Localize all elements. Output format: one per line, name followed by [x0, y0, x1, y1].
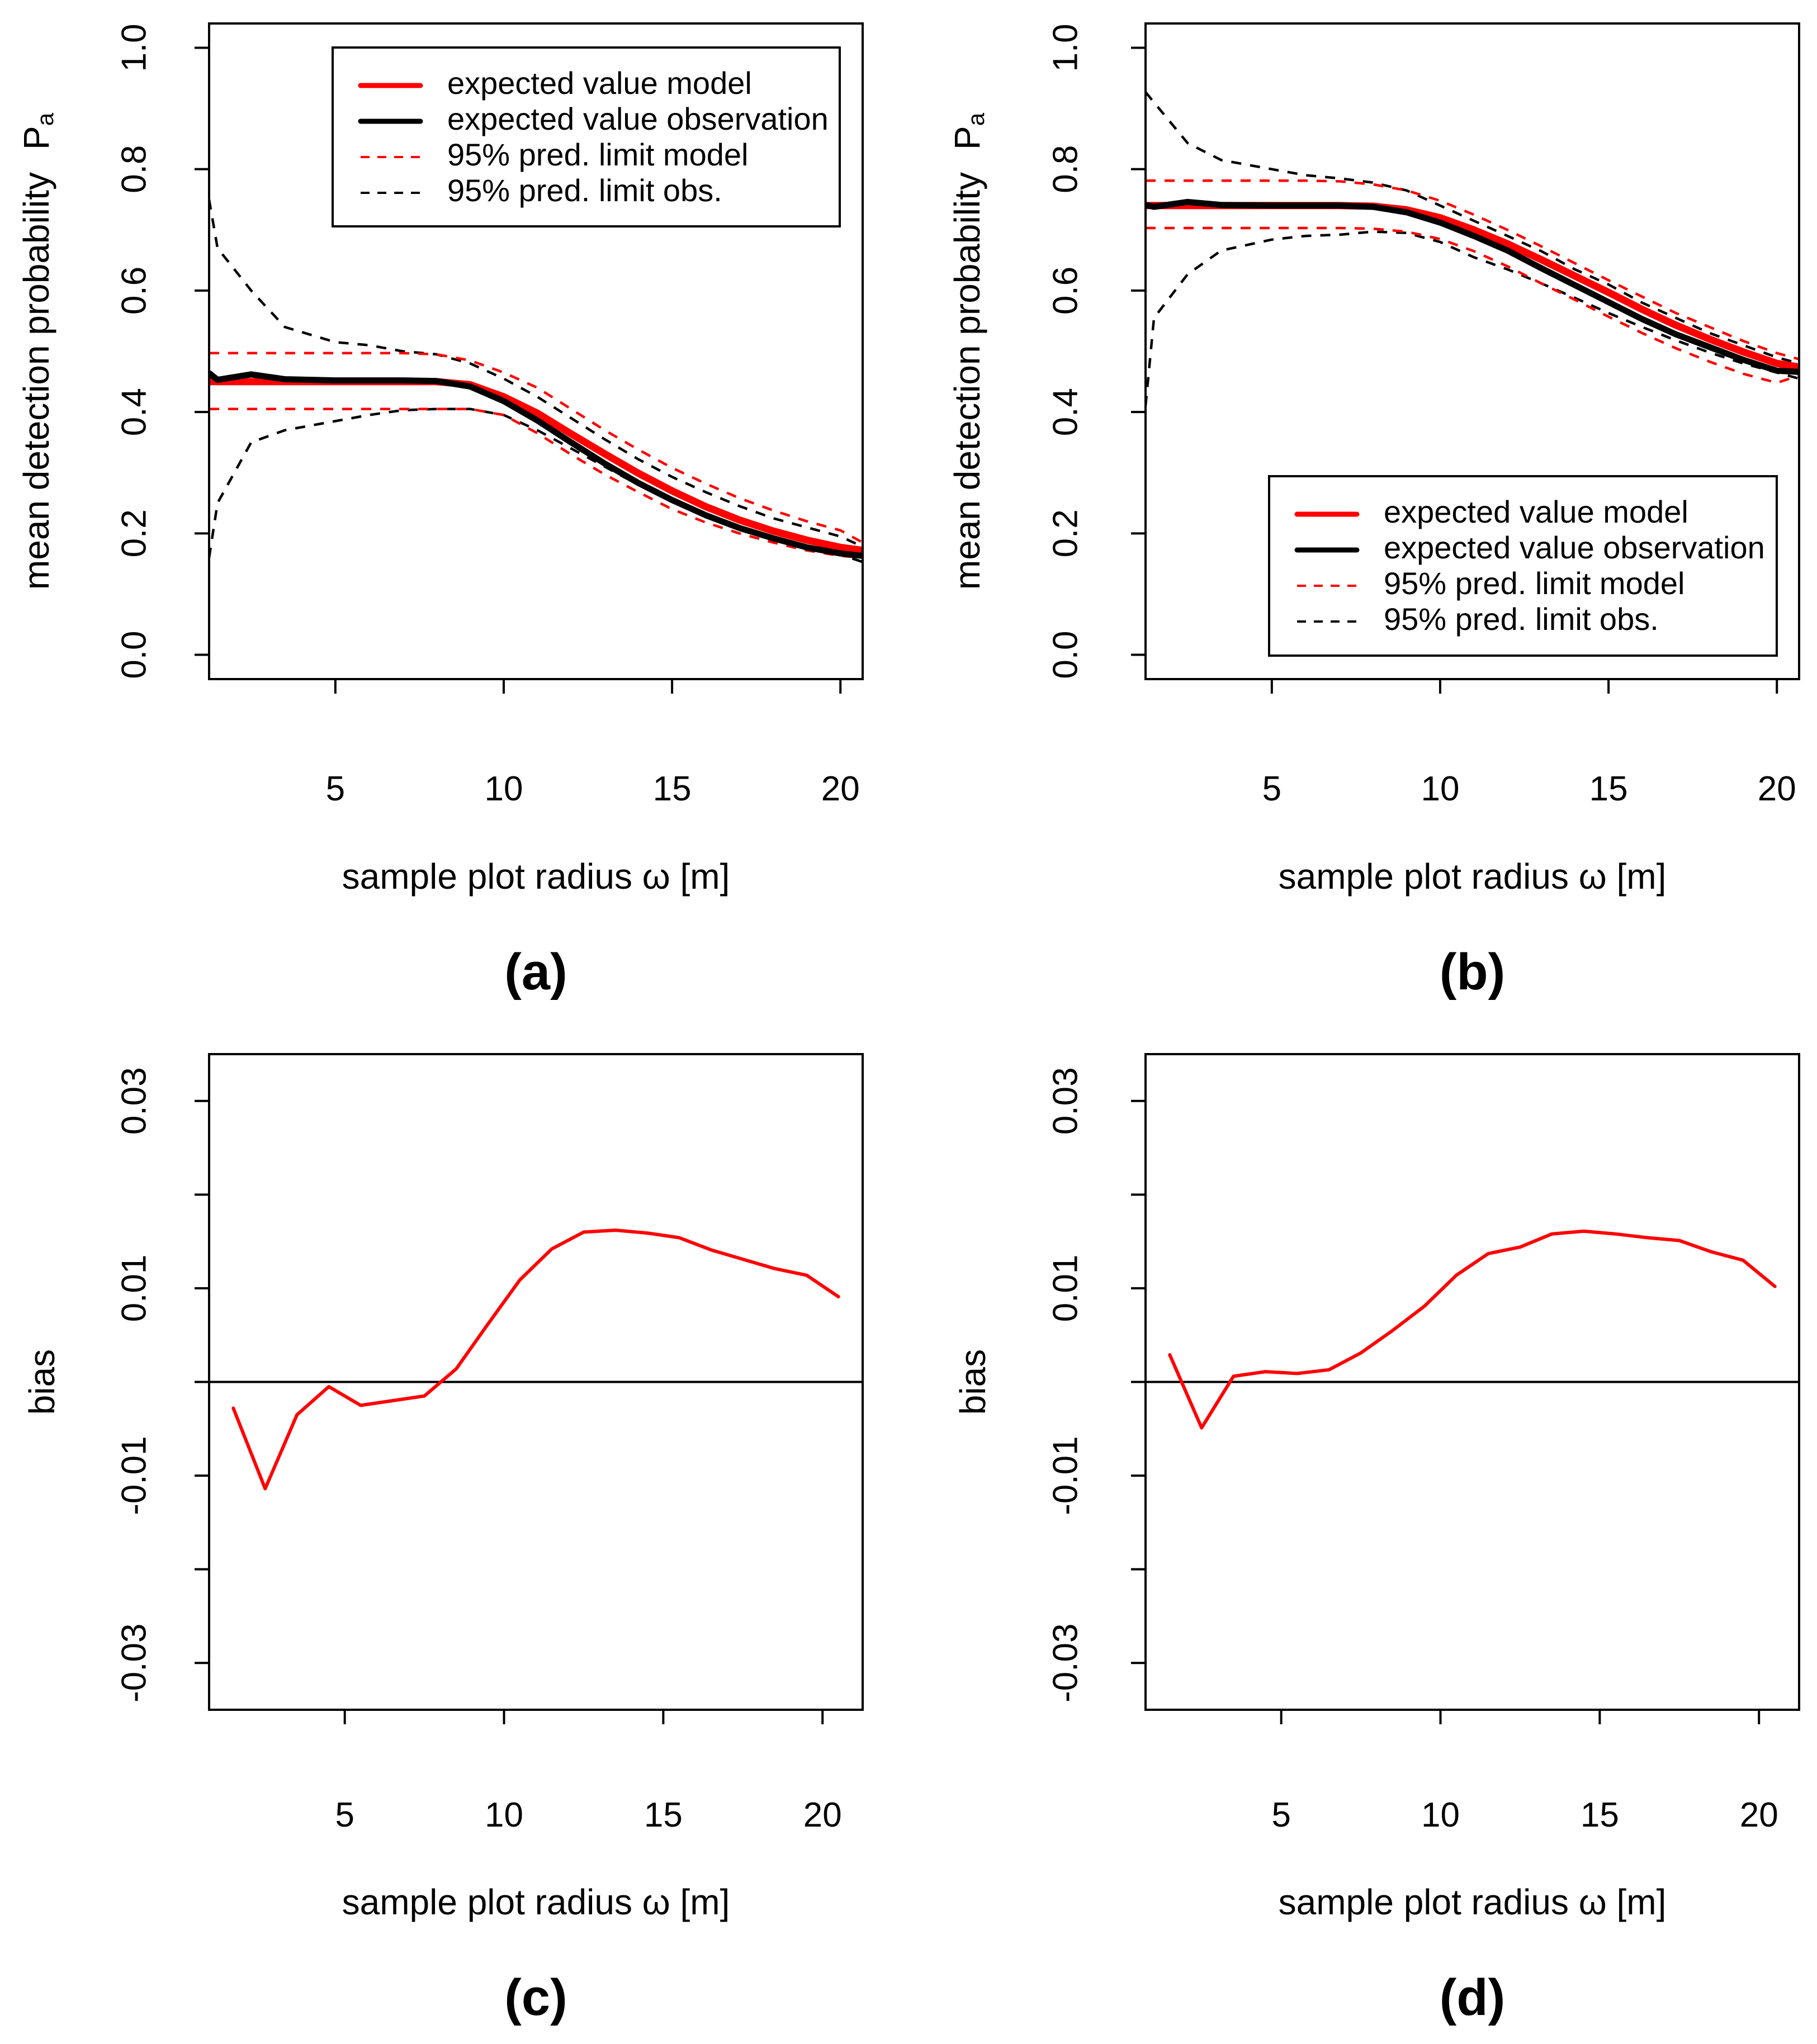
y-tick-label: -0.03 [1046, 1624, 1085, 1702]
series-line-bias [1168, 1229, 1777, 1430]
x-tick-label: 20 [1740, 1796, 1778, 1834]
x-tick-label: 10 [485, 1796, 523, 1834]
legend-label: expected value model [1384, 494, 1688, 529]
y-axis-label: mean detection probability Pa [947, 112, 989, 590]
legend-label: 95% pred. limit obs. [1384, 601, 1659, 637]
y-axis-label-text: mean detection probability [947, 172, 987, 590]
panel-a: 5 10 15 20 0.0 0.2 0.4 0.6 0.8 1.0 sample plot rad… [16, 22, 864, 1000]
y-axis-label: mean detection probability Pa [16, 112, 58, 590]
legend-label: expected value model [447, 65, 752, 101]
y-tick-label: 0.8 [115, 145, 153, 193]
y-tick-label: 0.2 [115, 509, 153, 557]
panel-c: 5 10 15 20 -0.03 -0.01 0.01 0.03 sample plot rad… [22, 1053, 864, 2026]
y-tick-label: 0.01 [1046, 1255, 1085, 1322]
y-tick-label: 0.01 [115, 1255, 153, 1322]
x-tick-label: 5 [326, 770, 345, 808]
y-tick-label: 0.03 [1046, 1067, 1085, 1135]
y-tick-label: 0.4 [115, 388, 153, 436]
legend-label: 95% pred. limit model [447, 137, 748, 172]
x-axis-label: sample plot radius ω [m] [1279, 1882, 1667, 1922]
y-tick-label: -0.01 [115, 1436, 153, 1515]
legend-box [1268, 475, 1778, 657]
x-tick-label: 20 [821, 770, 860, 808]
y-axis-label-text: bias [953, 1349, 993, 1415]
plot-area [209, 1229, 863, 1491]
legend-box [332, 46, 841, 227]
x-tick-label: 20 [1758, 770, 1796, 808]
y-axis-label: bias [953, 1349, 993, 1415]
plot-area [1146, 91, 1799, 406]
y-tick-label: 0.0 [1046, 630, 1085, 679]
series-line-model [209, 378, 863, 554]
x-tick-label: 10 [1421, 770, 1459, 808]
y-tick-label: 0.03 [115, 1067, 153, 1135]
y-tick-label: -0.03 [115, 1624, 153, 1702]
x-tick-label: 15 [1581, 1796, 1619, 1834]
x-tick-label: 5 [335, 1796, 354, 1834]
series-line-obs [209, 370, 863, 559]
plot-frame [1144, 22, 1800, 680]
y-axis-label: bias [22, 1349, 62, 1415]
legend-label: expected value observation [447, 101, 829, 136]
plot-area [209, 199, 863, 563]
x-tick-label: 20 [803, 1796, 842, 1834]
y-axis-label-symbol: P [16, 126, 56, 150]
panel-d: 5 10 15 20 -0.03 -0.01 0.01 0.03 sample plot rad… [953, 1053, 1800, 2026]
x-axis-label: sample plot radius ω [m] [342, 856, 730, 897]
panel-label: (b) [1440, 943, 1505, 1000]
x-axis-label: sample plot radius ω [m] [342, 1882, 730, 1922]
plot-area [1146, 1229, 1799, 1430]
x-tick-label: 15 [644, 1796, 683, 1834]
series-line-obs [1146, 198, 1799, 375]
series-line-bias [231, 1229, 840, 1491]
x-tick-label: 10 [1421, 1796, 1460, 1834]
y-tick-label: 0.6 [1046, 267, 1085, 315]
series-line-obs-dash [209, 199, 863, 548]
x-tick-label: 5 [1271, 1796, 1290, 1834]
panel-b: 5 10 15 20 0.0 0.2 0.4 0.6 0.8 1.0 sample plot rad… [947, 22, 1800, 1000]
plot-frame [208, 22, 864, 680]
y-axis-label-subscript: a [32, 112, 58, 126]
x-tick-label: 15 [653, 770, 692, 808]
x-tick-label: 15 [1589, 770, 1628, 808]
x-tick-label: 5 [1262, 770, 1281, 808]
y-tick-label: 0.6 [115, 267, 153, 315]
y-axis-label-subscript: a [963, 112, 989, 126]
y-tick-label: 0.2 [1046, 509, 1085, 557]
y-axis-label-text: bias [22, 1349, 62, 1415]
x-axis-label: sample plot radius ω [m] [1279, 856, 1667, 897]
series-line-obs-dash [1146, 91, 1799, 365]
panel-label: (a) [504, 943, 567, 1000]
y-tick-label: 0.0 [115, 630, 153, 679]
legend-label: expected value observation [1384, 530, 1765, 565]
y-tick-label: 1.0 [1046, 23, 1085, 72]
series-line-obs-dash [1146, 230, 1799, 406]
legend-label: 95% pred. limit obs. [447, 173, 722, 208]
panel-label: (d) [1440, 1969, 1505, 2026]
y-axis-label-text: mean detection probability [16, 172, 56, 590]
y-tick-label: 1.0 [115, 23, 153, 72]
x-tick-label: 10 [484, 770, 523, 808]
y-tick-label: 0.8 [1046, 145, 1085, 193]
y-tick-label: 0.4 [1046, 388, 1085, 436]
panel-label: (c) [504, 1969, 567, 2026]
legend-label: 95% pred. limit model [1384, 566, 1684, 601]
y-tick-label: -0.01 [1046, 1436, 1085, 1515]
y-axis-label-symbol: P [947, 126, 987, 150]
series-line-model-dash [1146, 226, 1799, 385]
